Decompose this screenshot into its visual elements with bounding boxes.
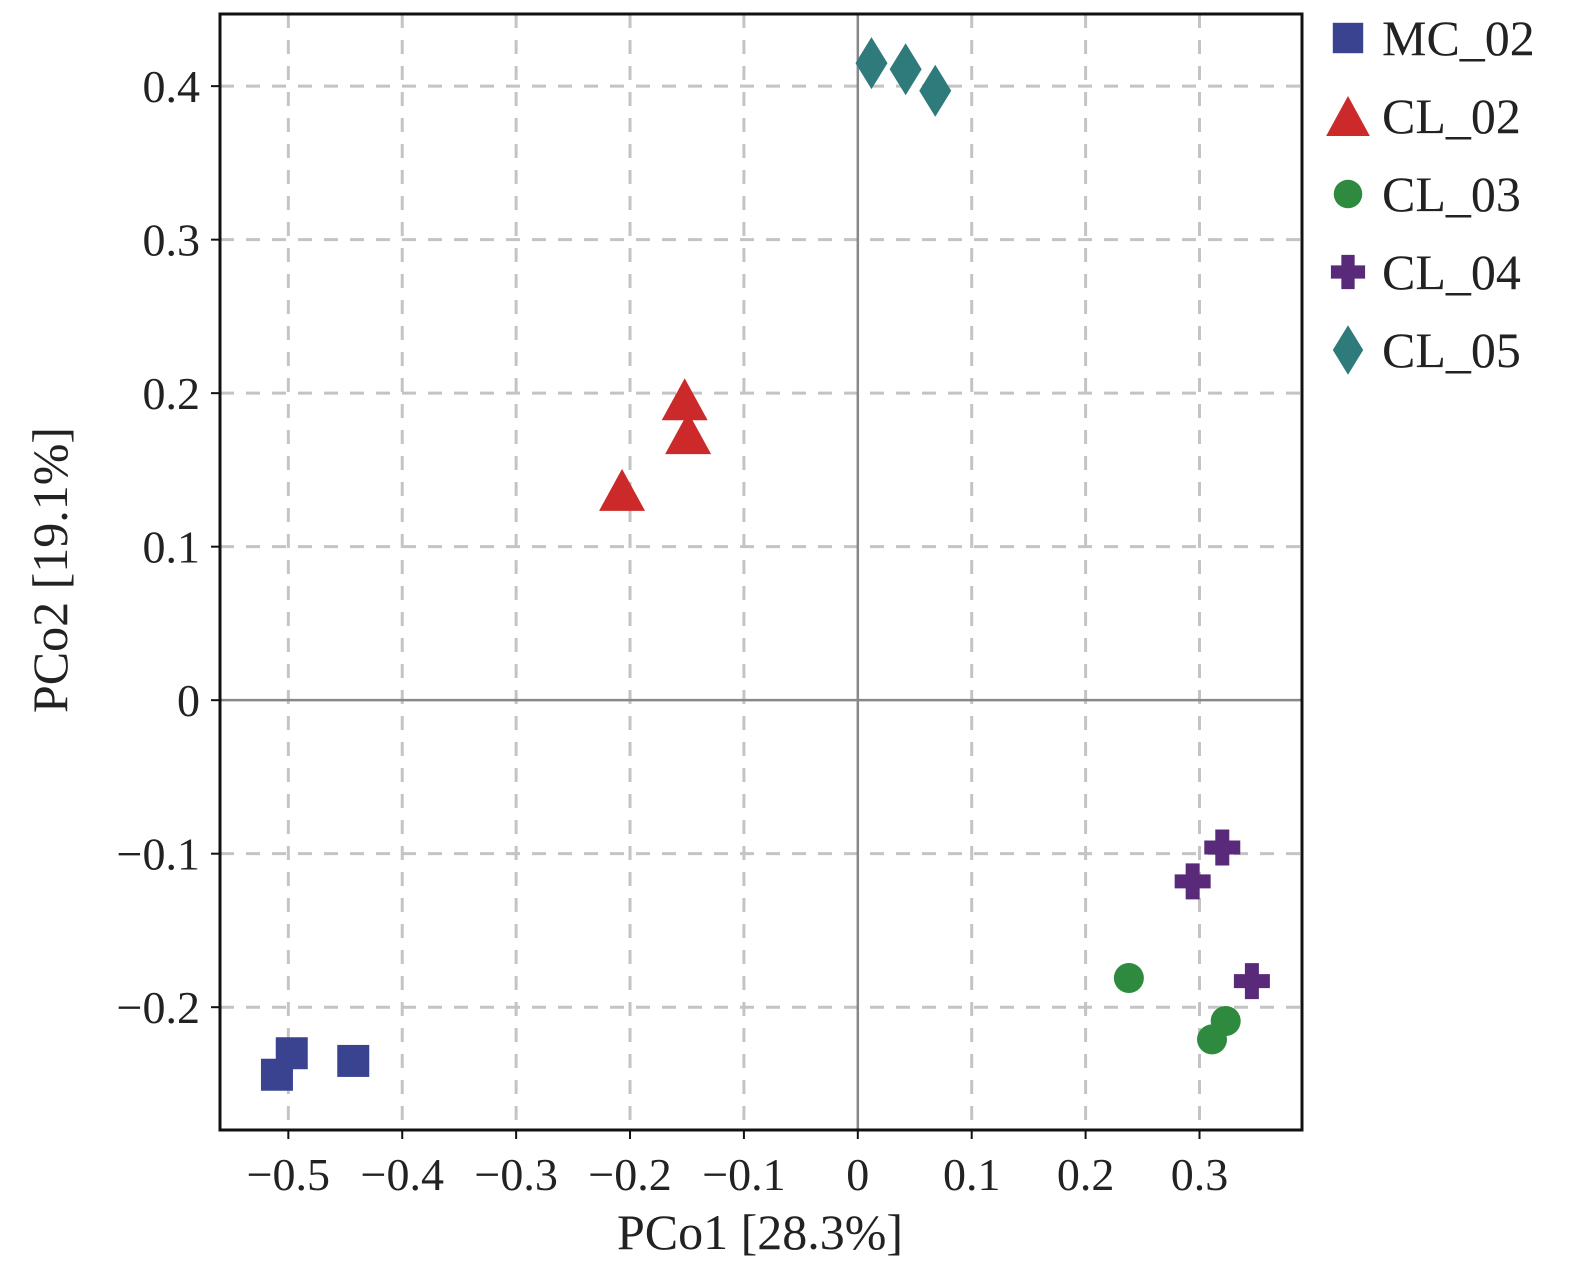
data-point-cl-05 <box>889 43 922 96</box>
legend-marker-cl-05 <box>1332 325 1364 375</box>
data-point-cl-04 <box>1174 863 1211 900</box>
legend-label-cl-03: CL_03 <box>1382 166 1521 222</box>
y-tick-label: 0 <box>177 675 200 726</box>
x-tick-label: 0 <box>846 1149 869 1200</box>
data-point-cl-02 <box>661 378 708 421</box>
data-point-cl-02 <box>665 412 712 455</box>
legend-label-mc-02: MC_02 <box>1382 10 1535 66</box>
legend-label-cl-04: CL_04 <box>1382 244 1521 300</box>
data-point-mc-02 <box>337 1044 370 1077</box>
legend-marker-cl-02 <box>1326 96 1370 136</box>
zero-lines <box>220 14 1302 1130</box>
y-tick-label: 0.4 <box>143 61 201 112</box>
y-tick-label: 0.1 <box>143 522 201 573</box>
data-points <box>260 37 1270 1091</box>
plot-frame <box>218 12 1304 1132</box>
x-tick-label: −0.2 <box>588 1149 671 1200</box>
legend-label-cl-02: CL_02 <box>1382 88 1521 144</box>
legend-marker-mc-02 <box>1332 22 1364 54</box>
x-tick-label: −0.3 <box>474 1149 557 1200</box>
y-tick-label: 0.3 <box>143 215 201 266</box>
y-tick-label: −0.1 <box>117 829 200 880</box>
data-point-cl-02 <box>599 468 646 511</box>
data-point-cl-04 <box>1233 963 1270 1000</box>
data-point-cl-03 <box>1113 963 1144 994</box>
data-point-cl-05 <box>919 64 952 117</box>
x-tick-label: 0.3 <box>1171 1149 1229 1200</box>
x-tick-label: −0.5 <box>247 1149 330 1200</box>
x-axis-title: PCo1 [28.3%] <box>616 1204 904 1260</box>
data-point-cl-05 <box>855 37 888 90</box>
legend-marker-cl-04 <box>1330 254 1366 290</box>
y-axis-ticks: −0.2 −0.1 0 0.1 0.2 0.3 0.4 <box>117 61 220 1033</box>
y-axis-title: PCo2 [19.1%] <box>22 426 78 714</box>
y-tick-label: 0.2 <box>143 368 201 419</box>
y-tick-label: −0.2 <box>117 982 200 1033</box>
data-point-mc-02 <box>275 1037 308 1070</box>
data-point-cl-03 <box>1197 1024 1228 1055</box>
legend: MC_02 CL_02 CL_03 CL_04 CL_05 <box>1326 10 1535 378</box>
legend-marker-cl-03 <box>1333 179 1363 209</box>
legend-label-cl-05: CL_05 <box>1382 322 1521 378</box>
data-point-cl-04 <box>1204 829 1241 866</box>
grid <box>220 14 1302 1130</box>
x-tick-label: −0.1 <box>702 1149 785 1200</box>
x-tick-label: 0.1 <box>943 1149 1001 1200</box>
x-axis-ticks: −0.5 −0.4 −0.3 −0.2 −0.1 0 0.1 0.2 0.3 <box>247 1130 1229 1200</box>
x-tick-label: −0.4 <box>361 1149 444 1200</box>
x-tick-label: 0.2 <box>1057 1149 1115 1200</box>
